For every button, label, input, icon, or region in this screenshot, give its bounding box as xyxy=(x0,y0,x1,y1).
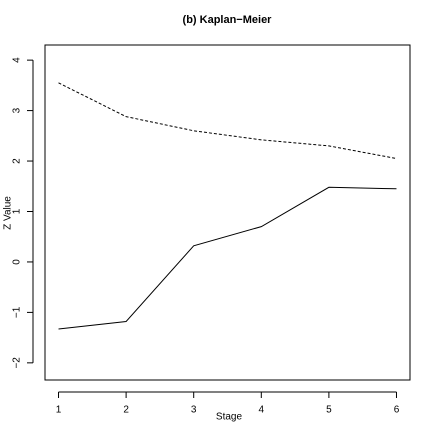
plot-frame xyxy=(44,44,411,381)
series-line xyxy=(58,82,397,160)
chart-title: (b) Kaplan−Meier xyxy=(183,14,273,26)
y-tick-label: 1 xyxy=(12,208,23,214)
x-tick-label: 5 xyxy=(326,405,332,416)
x-tick-label: 1 xyxy=(56,405,62,416)
y-tick-label: 4 xyxy=(12,57,23,63)
y-tick-label: −1 xyxy=(12,306,23,318)
x-tick-label: 4 xyxy=(259,405,265,416)
x-tick-label: 6 xyxy=(394,405,400,416)
x-axis-label: Stage xyxy=(216,412,243,423)
y-axis-label: Z Value xyxy=(3,196,14,230)
y-tick-label: 0 xyxy=(12,259,23,265)
y-tick-label: −2 xyxy=(12,357,23,369)
series-line xyxy=(58,186,397,330)
y-tick-label: 2 xyxy=(12,158,23,164)
y-tick-label: 3 xyxy=(12,107,23,113)
x-tick-label: 3 xyxy=(191,405,197,416)
x-tick-label: 2 xyxy=(123,405,129,416)
